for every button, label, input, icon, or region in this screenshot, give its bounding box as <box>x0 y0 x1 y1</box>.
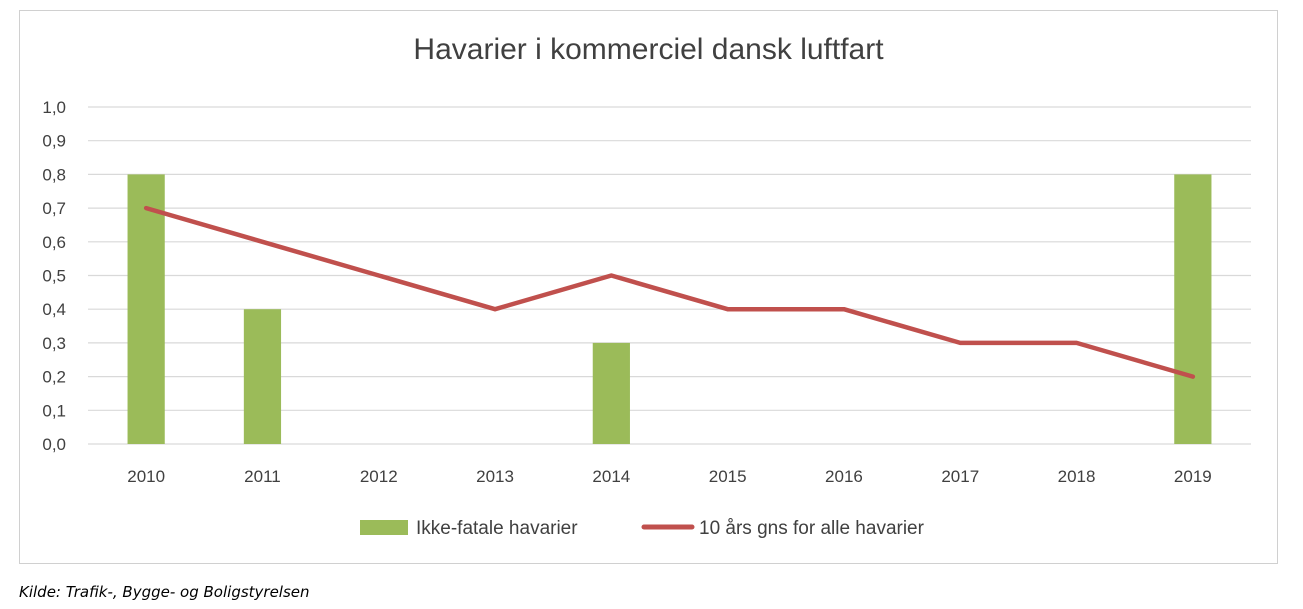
x-tick-label: 2011 <box>244 467 281 486</box>
bar-2014 <box>592 342 630 444</box>
y-tick-label: 0,8 <box>42 165 66 184</box>
gridlines <box>88 106 1251 445</box>
bar-2011 <box>243 309 282 444</box>
x-tick-label: 2012 <box>360 467 398 486</box>
line-10-ars-gns <box>143 205 1196 379</box>
bar-2010 <box>127 174 165 444</box>
y-tick-label: 1,0 <box>42 98 66 117</box>
legend-swatch-bar <box>360 520 408 535</box>
y-tick-label: 0,5 <box>42 267 66 286</box>
y-tick-label: 0,4 <box>42 300 66 319</box>
legend-label-line: 10 års gns for alle havarier <box>699 518 925 539</box>
bar-series <box>127 174 1212 444</box>
line-series <box>143 205 1196 379</box>
y-tick-label: 0,0 <box>42 435 66 454</box>
y-tick-label: 0,9 <box>42 132 66 151</box>
y-tick-label: 0,3 <box>42 334 66 353</box>
bar-2019 <box>1174 174 1212 444</box>
x-tick-label: 2017 <box>941 467 979 486</box>
chart-title: Havarier i kommerciel dansk luftfart <box>413 33 884 66</box>
y-tick-label: 0,7 <box>42 199 66 218</box>
x-tick-label: 2010 <box>127 467 165 486</box>
y-axis-tick-labels: 0,0 0,1 0,2 0,3 0,4 0,5 0,6 0,7 0,8 0,9 1,0 <box>42 98 66 454</box>
legend-label-bar: Ikke-fatale havarier <box>416 518 578 539</box>
y-tick-label: 0,1 <box>42 401 66 420</box>
chart-plot: 0,00,10,20,30,40,50,60,70,80,91,0 2010 20… <box>42 98 1251 539</box>
x-tick-label: 2018 <box>1058 467 1096 486</box>
chart-frame: Havarier i kommerciel dansk luftfart 0,0… <box>19 10 1278 564</box>
source-note: Kilde: Trafik-, Bygge- og Boligstyrelsen <box>19 583 310 601</box>
y-tick-label: 0,2 <box>42 368 66 387</box>
x-tick-label: 2014 <box>592 467 630 486</box>
legend: Ikke-fatale havarier 10 års gns for alle … <box>360 518 925 539</box>
x-axis-tick-labels: 2010 2011 2012 2013 2014 2015 2016 2017 2018 2019 <box>127 467 1212 486</box>
y-tick-label: 0,6 <box>42 233 66 252</box>
x-tick-label: 2013 <box>476 467 514 486</box>
x-tick-label: 2019 <box>1174 467 1212 486</box>
x-tick-label: 2016 <box>825 467 863 486</box>
x-tick-label: 2015 <box>709 467 747 486</box>
